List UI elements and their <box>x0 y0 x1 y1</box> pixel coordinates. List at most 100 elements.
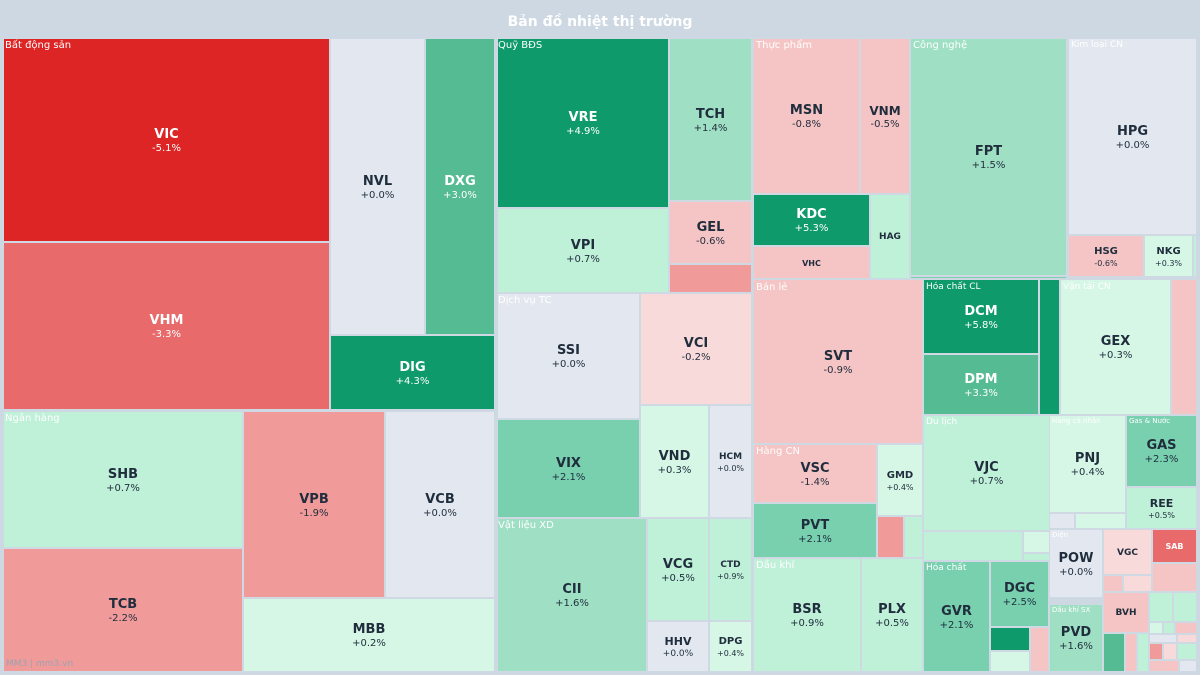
minor-stock-tile[interactable] <box>1163 622 1175 634</box>
stock-tile-vpb[interactable]: VPB -1.9% <box>243 411 385 598</box>
minor-stock-tile[interactable] <box>1123 575 1152 592</box>
stock-symbol: FPT <box>974 144 1003 159</box>
minor-stock-tile[interactable] <box>1023 531 1050 553</box>
stock-tile-ssi[interactable]: SSI +0.0% <box>497 293 640 419</box>
stock-symbol: DCM <box>964 303 998 319</box>
stock-change-label: +0.4% <box>716 649 745 658</box>
stock-tile-pvd[interactable]: PVD +1.6% <box>1049 604 1103 672</box>
stock-tile-vhm[interactable]: VHM -3.3% <box>3 242 330 410</box>
minor-stock-tile[interactable] <box>1179 660 1197 672</box>
stock-tile-vnm[interactable]: VNM -0.5% <box>860 38 910 194</box>
stock-tile-hhv[interactable]: HHV +0.0% <box>647 621 709 672</box>
stock-tile-hag[interactable]: HAG <box>870 194 910 279</box>
stock-tile-nkg[interactable]: NKG +0.3% <box>1144 235 1193 277</box>
stock-tile-vhc[interactable]: VHC <box>753 246 870 279</box>
minor-stock-tile[interactable] <box>669 264 752 293</box>
stock-tile-vre[interactable]: VRE +4.9% <box>497 38 669 208</box>
minor-stock-tile[interactable] <box>1177 643 1197 660</box>
stock-tile-ctd[interactable]: CTD +0.9% <box>709 518 752 621</box>
minor-stock-tile[interactable] <box>1175 622 1197 634</box>
stock-tile-dgc[interactable]: DGC +2.5% <box>990 561 1049 627</box>
stock-symbol: VND <box>658 448 691 464</box>
stock-tile-msn[interactable]: MSN -0.8% <box>753 38 860 194</box>
minor-stock-tile[interactable] <box>1023 553 1050 561</box>
stock-tile-vci[interactable]: VCI -0.2% <box>640 293 752 405</box>
minor-stock-tile[interactable] <box>1171 279 1197 415</box>
minor-stock-tile[interactable] <box>1039 279 1060 415</box>
stock-tile-gel[interactable]: GEL -0.6% <box>669 201 752 264</box>
minor-stock-tile[interactable] <box>1149 622 1163 634</box>
stock-tile-dpm[interactable]: DPM +3.3% <box>923 354 1039 415</box>
stock-tile-dig[interactable]: DIG +4.3% <box>330 335 495 410</box>
minor-stock-tile[interactable] <box>923 531 1023 561</box>
stock-tile-vcg[interactable]: VCG +0.5% <box>647 518 709 621</box>
stock-tile-gvr[interactable]: GVR +2.1% <box>923 561 990 672</box>
stock-tile-hsg[interactable]: HSG -0.6% <box>1068 235 1144 277</box>
stock-tile-bsr[interactable]: BSR +0.9% <box>753 558 861 672</box>
minor-stock-tile[interactable] <box>1149 634 1177 643</box>
minor-stock-tile[interactable] <box>877 516 904 558</box>
stock-symbol: VIC <box>154 127 179 142</box>
minor-stock-tile[interactable] <box>990 651 1030 672</box>
stock-tile-vnd[interactable]: VND +0.3% <box>640 405 709 518</box>
minor-stock-tile[interactable] <box>1149 660 1179 672</box>
minor-stock-tile[interactable] <box>1075 513 1126 529</box>
minor-stock-tile[interactable] <box>910 276 1067 279</box>
stock-tile-vpi[interactable]: VPI +0.7% <box>497 208 669 293</box>
stock-symbol: GAS <box>1146 438 1177 453</box>
stock-tile-pvt[interactable]: PVT +2.1% <box>753 503 877 558</box>
stock-tile-tcb[interactable]: TCB -2.2% <box>3 548 243 672</box>
minor-stock-tile[interactable] <box>990 627 1030 651</box>
stock-tile-gex[interactable]: GEX +0.3% <box>1060 279 1171 415</box>
minor-stock-tile[interactable] <box>1152 563 1197 592</box>
minor-stock-tile[interactable] <box>1103 633 1125 672</box>
minor-stock-tile[interactable] <box>1149 643 1163 660</box>
stock-change-label: +3.0% <box>443 189 477 201</box>
stock-change-label: +0.7% <box>106 482 140 494</box>
stock-tile-svt[interactable]: SVT -0.9% <box>753 279 923 444</box>
stock-change-label: +0.0% <box>1059 566 1093 578</box>
minor-stock-tile[interactable] <box>1103 575 1123 592</box>
stock-tile-vgc[interactable]: VGC <box>1103 529 1152 575</box>
stock-tile-vsc[interactable]: VSC -1.4% <box>753 444 877 503</box>
stock-symbol: GMD <box>886 469 914 481</box>
minor-stock-tile[interactable] <box>1163 643 1177 660</box>
stock-tile-hcm[interactable]: HCM +0.0% <box>709 405 752 518</box>
stock-tile-gmd[interactable]: GMD +0.4% <box>877 444 923 516</box>
minor-stock-tile[interactable] <box>1049 513 1075 529</box>
stock-tile-dxg[interactable]: DXG +3.0% <box>425 38 495 335</box>
stock-tile-bvh[interactable]: BVH <box>1103 592 1149 633</box>
stock-tile-vic[interactable]: VIC -5.1% <box>3 38 330 242</box>
stock-change-label: +0.4% <box>886 482 914 492</box>
stock-symbol: VJC <box>974 460 999 475</box>
stock-tile-vcb[interactable]: VCB +0.0% <box>385 411 495 598</box>
stock-tile-kdc[interactable]: KDC +5.3% <box>753 194 870 246</box>
stock-tile-ree[interactable]: REE +0.5% <box>1126 487 1197 529</box>
stock-tile-dcm[interactable]: DCM +5.8% <box>923 279 1039 354</box>
stock-tile-vix[interactable]: VIX +2.1% <box>497 419 640 518</box>
stock-tile-mbb[interactable]: MBB +0.2% <box>243 598 495 672</box>
stock-tile-pnj[interactable]: PNJ +0.4% <box>1049 415 1126 513</box>
stock-tile-cii[interactable]: CII +1.6% <box>497 518 647 672</box>
stock-tile-tch[interactable]: TCH +1.4% <box>669 38 752 201</box>
minor-stock-tile[interactable] <box>1193 235 1197 277</box>
stock-tile-hpg[interactable]: HPG +0.0% <box>1068 38 1197 235</box>
stock-tile-gas[interactable]: GAS +2.3% <box>1126 415 1197 487</box>
stock-tile-dpg[interactable]: DPG +0.4% <box>709 621 752 672</box>
stock-tile-pow[interactable]: POW +0.0% <box>1049 529 1103 598</box>
stock-change-label: -0.2% <box>681 352 711 363</box>
minor-stock-tile[interactable] <box>904 516 923 558</box>
stock-tile-nvl[interactable]: NVL +0.0% <box>330 38 425 335</box>
stock-change-label: +0.5% <box>1147 511 1176 520</box>
stock-tile-fpt[interactable]: FPT +1.5% <box>910 38 1067 276</box>
minor-stock-tile[interactable] <box>1149 592 1173 622</box>
stock-tile-sab[interactable]: SAB <box>1152 529 1197 563</box>
minor-stock-tile[interactable] <box>1030 627 1049 672</box>
minor-stock-tile[interactable] <box>1173 592 1197 622</box>
minor-stock-tile[interactable] <box>1125 633 1137 672</box>
minor-stock-tile[interactable] <box>1177 634 1197 643</box>
stock-tile-vjc[interactable]: VJC +0.7% <box>923 415 1050 531</box>
minor-stock-tile[interactable] <box>1137 633 1149 672</box>
stock-tile-shb[interactable]: SHB +0.7% <box>3 411 243 548</box>
stock-tile-plx[interactable]: PLX +0.5% <box>861 558 923 672</box>
